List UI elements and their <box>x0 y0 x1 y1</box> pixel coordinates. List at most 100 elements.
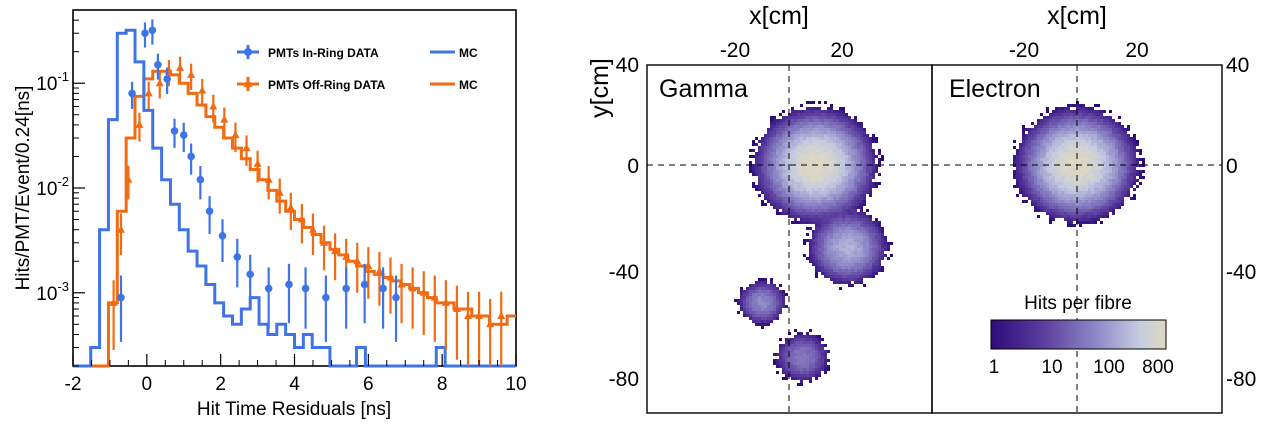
heatmap-cell <box>845 191 848 194</box>
heatmap-cell <box>836 188 839 191</box>
heatmap-cell <box>881 158 884 161</box>
heatmap-cell <box>821 230 824 233</box>
heatmap-cell <box>1016 176 1019 179</box>
heatmap-cell <box>869 230 872 233</box>
heatmap-cell <box>821 257 824 260</box>
heatmap-cell <box>749 284 752 287</box>
hit-map-chart: Gamma Electron x[cm] x[cm] y[cm] -20 20 … <box>586 2 1256 414</box>
heatmap-cell <box>800 137 803 140</box>
heatmap-cell <box>1115 143 1118 146</box>
heatmap-cell <box>833 182 836 185</box>
heatmap-cell <box>761 281 764 284</box>
heatmap-cell <box>1100 170 1103 173</box>
heatmap-cell <box>794 329 797 332</box>
heatmap-cell <box>1043 185 1046 188</box>
off-ring-data-point <box>386 272 395 281</box>
heatmap-cell <box>1091 179 1094 182</box>
heatmap-cell <box>1067 110 1070 113</box>
heatmap-cell <box>851 239 854 242</box>
mc-off-ring-step-line <box>73 69 516 368</box>
heatmap-cell <box>1055 182 1058 185</box>
heatmap-cell <box>1034 176 1037 179</box>
heatmap-cell <box>851 149 854 152</box>
heatmap-cell <box>761 287 764 290</box>
heatmap-cell <box>1040 170 1043 173</box>
heatmap-cell <box>1073 134 1076 137</box>
heatmap-cell <box>1076 128 1079 131</box>
heatmap-cell <box>767 161 770 164</box>
heatmap-cell <box>773 353 776 356</box>
heatmap-cell <box>1061 158 1064 161</box>
heatmap-cell <box>1031 188 1034 191</box>
heatmap-cell <box>779 128 782 131</box>
heatmap-cell <box>1028 182 1031 185</box>
heatmap-cell <box>1070 221 1073 224</box>
heatmap-cell <box>758 308 761 311</box>
gamma-x-tick-neg20: -20 <box>720 39 750 62</box>
heatmap-cell <box>860 245 863 248</box>
heatmap-cell <box>1121 185 1124 188</box>
heatmap-cell <box>785 182 788 185</box>
heatmap-cell <box>1112 200 1115 203</box>
heatmap-cell <box>1130 185 1133 188</box>
heatmap-cell <box>1097 161 1100 164</box>
heatmap-cell <box>821 353 824 356</box>
heatmap-cell <box>857 185 860 188</box>
heatmap-cell <box>1115 206 1118 209</box>
right-y-tick-neg80: -80 <box>1226 368 1256 391</box>
heatmap-cell <box>1064 209 1067 212</box>
heatmap-cell <box>1094 221 1097 224</box>
electron-x-axis-label: x[cm] <box>1047 2 1107 30</box>
heatmap-cell <box>1097 197 1100 200</box>
heatmap-cell <box>767 170 770 173</box>
heatmap-cell <box>821 260 824 263</box>
heatmap-cell <box>1073 188 1076 191</box>
heatmap-cell <box>785 122 788 125</box>
heatmap-cell <box>794 152 797 155</box>
heatmap-cell <box>764 155 767 158</box>
heatmap-cell <box>818 254 821 257</box>
heatmap-cell <box>851 185 854 188</box>
heatmap-cell <box>836 245 839 248</box>
heatmap-cell <box>782 347 785 350</box>
heatmap-cell <box>776 209 779 212</box>
heatmap-cell <box>1049 116 1052 119</box>
heatmap-cell <box>761 320 764 323</box>
left-y-tick-0: 0 <box>627 155 639 178</box>
heatmap-cell <box>809 107 812 110</box>
heatmap-cell <box>809 164 812 167</box>
heatmap-cell <box>827 239 830 242</box>
heatmap-cell <box>839 242 842 245</box>
heatmap-cell <box>848 281 851 284</box>
heatmap-cell <box>836 209 839 212</box>
heatmap-cell <box>1103 110 1106 113</box>
heatmap-cell <box>818 362 821 365</box>
heatmap-cell <box>1097 191 1100 194</box>
x-tick-label: 4 <box>289 374 300 395</box>
heatmap-cell <box>848 263 851 266</box>
heatmap-cell <box>770 299 773 302</box>
heatmap-cell <box>857 266 860 269</box>
heatmap-cell <box>1103 128 1106 131</box>
heatmap-cell <box>824 200 827 203</box>
heatmap-cell <box>1052 215 1055 218</box>
heatmap-cell <box>848 248 851 251</box>
heatmap-cell <box>842 263 845 266</box>
off-ring-data-point <box>430 293 439 301</box>
heatmap-cell <box>1082 179 1085 182</box>
heatmap-cell <box>869 185 872 188</box>
heatmap-cell <box>779 143 782 146</box>
heatmap-cell <box>1088 176 1091 179</box>
heatmap-cell <box>881 269 884 272</box>
heatmap-cell <box>767 137 770 140</box>
heatmap-cell <box>827 206 830 209</box>
heatmap-cell <box>1082 113 1085 116</box>
heatmap-cell <box>785 116 788 119</box>
heatmap-cell <box>752 284 755 287</box>
heatmap-cell <box>845 122 848 125</box>
heatmap-cell <box>1115 134 1118 137</box>
heatmap-cell <box>803 377 806 380</box>
heatmap-cell <box>851 227 854 230</box>
heatmap-cell <box>1106 197 1109 200</box>
heatmap-cell <box>764 179 767 182</box>
